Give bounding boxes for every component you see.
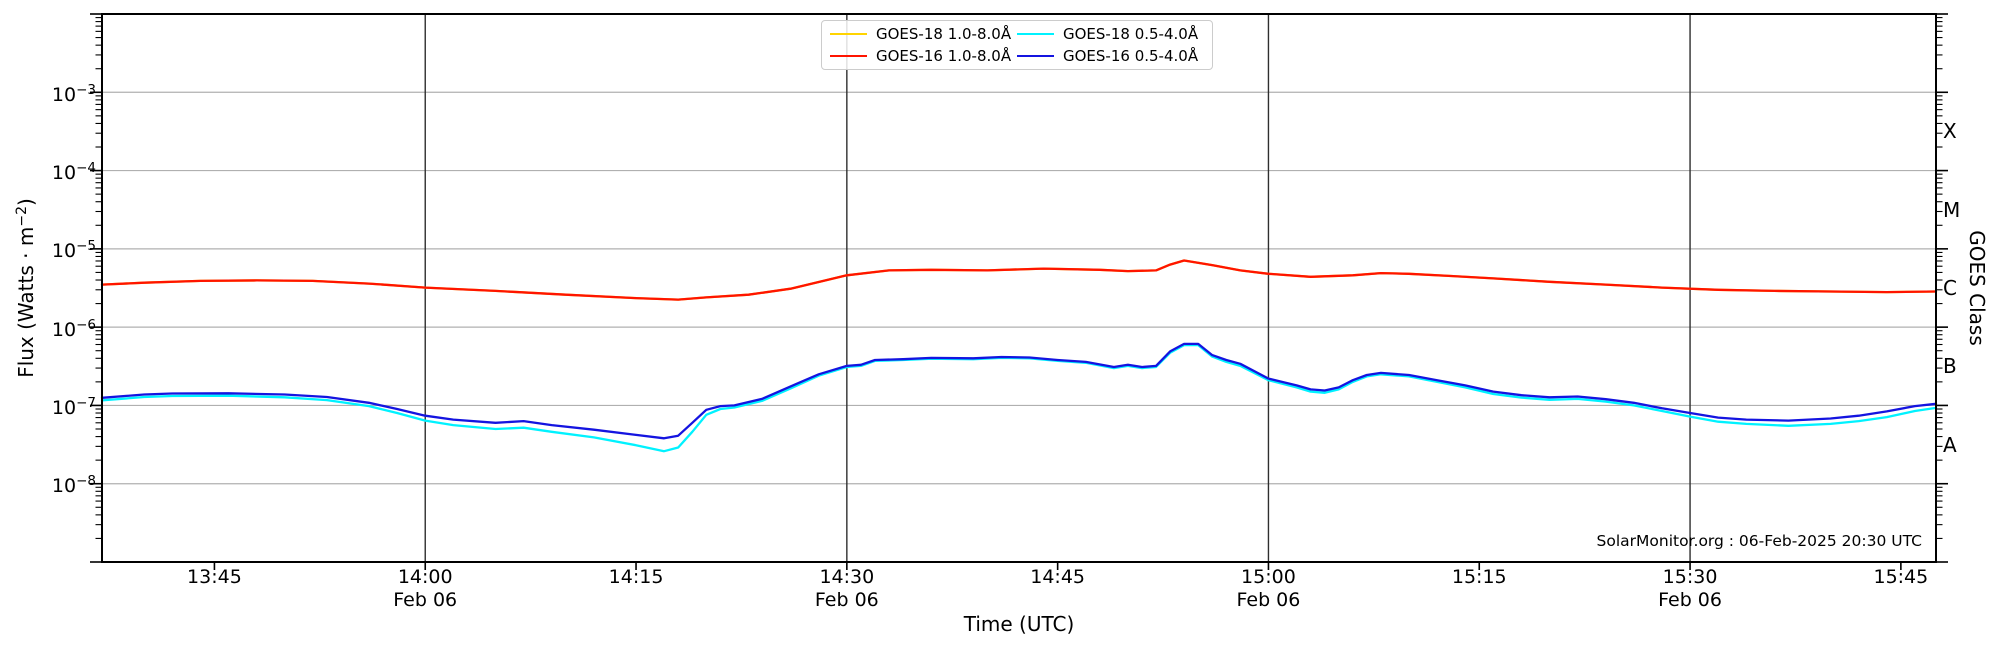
x-tick-label: 15:15 [1452,566,1507,589]
y-tick-base: 10 [51,83,77,106]
y-tick-base: 10 [51,162,77,185]
y-tick-exp: −7 [76,394,96,411]
y-tick-exp: −5 [76,238,96,255]
time-label: 14:45 [1030,566,1086,588]
legend-line-yellow [830,33,867,35]
legend-label: GOES-18 0.5-4.0Å [1063,25,1199,43]
y-tick-label: 10−7 [52,391,96,420]
time-label: 14:15 [608,566,664,588]
legend-item-goes18-short: GOES-18 0.5-4.0Å [1017,25,1204,43]
time-label: 15:15 [1451,566,1507,588]
y-tick-base: 10 [51,396,77,419]
legend-line-red [830,55,867,57]
legend-item-goes16-short: GOES-16 0.5-4.0Å [1017,47,1204,65]
y-tick-base: 10 [51,318,77,341]
series-goes-16-1.0-8.0å [100,259,1938,301]
y-tick-exp: −8 [76,473,96,490]
time-label: 15:45 [1873,566,1929,588]
date-label: Feb 06 [393,589,458,611]
legend-label: GOES-16 0.5-4.0Å [1063,47,1199,65]
date-label: Feb 06 [814,589,879,611]
y-tick-label: 10−3 [52,78,96,107]
source-annotation: SolarMonitor.org : 06-Feb-2025 20:30 UTC [1596,532,1922,550]
time-label: 14:30 [819,566,875,588]
legend-item-goes16-long: GOES-16 1.0-8.0Å [830,47,1017,65]
y-tick-exp: −6 [76,316,96,333]
series-goes-18-0.5-4.0å [100,343,1938,453]
y-axis-title-flux: Flux (Watts · m−2) [14,198,38,378]
goes-class-c: C [1943,276,1957,301]
y-tick-base: 10 [51,475,77,498]
y-tick-label: 10−8 [52,469,96,498]
x-axis-title: Time (UTC) [963,612,1075,636]
x-tick-label: 14:45 [1030,566,1085,589]
series-goes-16-0.5-4.0å [100,342,1938,440]
x-tick-label: 14:00 Feb 06 [393,566,457,612]
legend: GOES-18 1.0-8.0Å GOES-16 1.0-8.0Å GOES-1… [821,20,1213,70]
flux-label-exponent: −2 [14,206,30,227]
time-label: 15:00 [1241,566,1296,588]
x-tick-label: 15:45 [1873,566,1928,589]
x-tick-label: 13:45 [187,566,242,589]
flux-label-text: Flux (Watts · m [14,226,38,378]
time-label: 14:00 [397,566,453,588]
date-label: Feb 06 [1236,589,1301,611]
goes-class-a: A [1943,432,1957,457]
date-label: Feb 06 [1658,589,1722,611]
legend-label: GOES-18 1.0-8.0Å [876,25,1012,43]
goes-class-m: M [1943,197,1961,222]
y-tick-exp: −4 [76,160,96,177]
y-tick-base: 10 [51,240,77,263]
series-goes-18-1.0-8.0å [100,259,1938,301]
legend-item-goes18-long: GOES-18 1.0-8.0Å [830,25,1017,43]
y-tick-label: 10−5 [52,234,96,263]
y-tick-label: 10−4 [52,156,96,185]
y-axis-title-goes-class: GOES Class [1965,230,1989,346]
time-label: 13:45 [187,566,242,588]
flux-label-close: ) [14,198,38,207]
legend-label: GOES-16 1.0-8.0Å [876,47,1012,65]
y-tick-label: 10−6 [52,313,96,342]
time-label: 15:30 [1662,566,1718,588]
x-tick-label: 14:15 [609,566,664,589]
goes-class-x: X [1943,119,1957,144]
x-tick-label: 15:00 Feb 06 [1237,566,1301,612]
legend-line-blue [1017,55,1054,57]
legend-line-cyan [1017,33,1054,35]
goes-class-b: B [1943,354,1957,379]
x-tick-label: 14:30 Feb 06 [815,566,879,612]
x-tick-label: 15:30 Feb 06 [1658,566,1722,612]
y-tick-exp: −3 [76,81,96,98]
